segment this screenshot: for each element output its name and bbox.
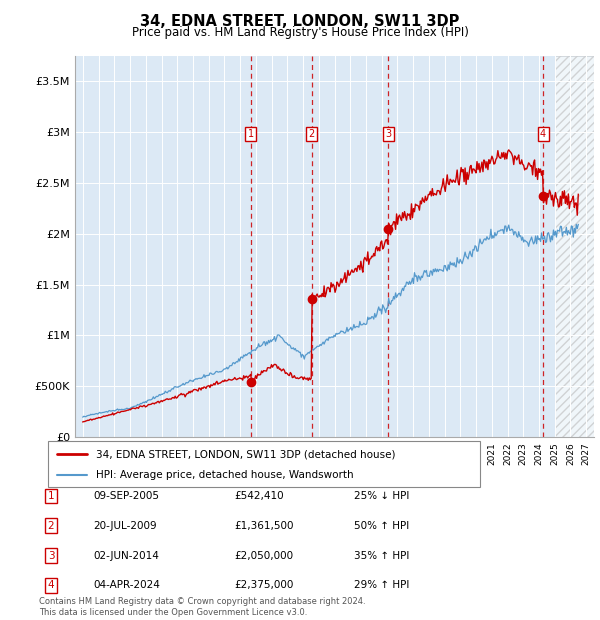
Text: 02-JUN-2014: 02-JUN-2014 <box>93 551 159 560</box>
Text: 50% ↑ HPI: 50% ↑ HPI <box>354 521 409 531</box>
Text: 20-JUL-2009: 20-JUL-2009 <box>93 521 157 531</box>
Text: 1: 1 <box>248 129 254 139</box>
Text: 25% ↓ HPI: 25% ↓ HPI <box>354 491 409 501</box>
Text: 35% ↑ HPI: 35% ↑ HPI <box>354 551 409 560</box>
Text: £2,050,000: £2,050,000 <box>234 551 293 560</box>
Text: £542,410: £542,410 <box>234 491 284 501</box>
FancyBboxPatch shape <box>48 441 480 487</box>
Text: Contains HM Land Registry data © Crown copyright and database right 2024.
This d: Contains HM Land Registry data © Crown c… <box>39 598 365 617</box>
Text: 34, EDNA STREET, LONDON, SW11 3DP (detached house): 34, EDNA STREET, LONDON, SW11 3DP (detac… <box>95 449 395 459</box>
Text: 3: 3 <box>385 129 391 139</box>
Text: 2: 2 <box>47 521 55 531</box>
Text: 4: 4 <box>47 580 55 590</box>
Text: 29% ↑ HPI: 29% ↑ HPI <box>354 580 409 590</box>
Bar <box>554 56 594 437</box>
Text: 09-SEP-2005: 09-SEP-2005 <box>93 491 159 501</box>
Text: £1,361,500: £1,361,500 <box>234 521 293 531</box>
Text: £2,375,000: £2,375,000 <box>234 580 293 590</box>
Text: 3: 3 <box>47 551 55 560</box>
Text: 04-APR-2024: 04-APR-2024 <box>93 580 160 590</box>
Text: Price paid vs. HM Land Registry's House Price Index (HPI): Price paid vs. HM Land Registry's House … <box>131 26 469 39</box>
Text: HPI: Average price, detached house, Wandsworth: HPI: Average price, detached house, Wand… <box>95 471 353 480</box>
Text: 2: 2 <box>308 129 315 139</box>
Text: 4: 4 <box>540 129 546 139</box>
Text: 1: 1 <box>47 491 55 501</box>
Text: 34, EDNA STREET, LONDON, SW11 3DP: 34, EDNA STREET, LONDON, SW11 3DP <box>140 14 460 29</box>
